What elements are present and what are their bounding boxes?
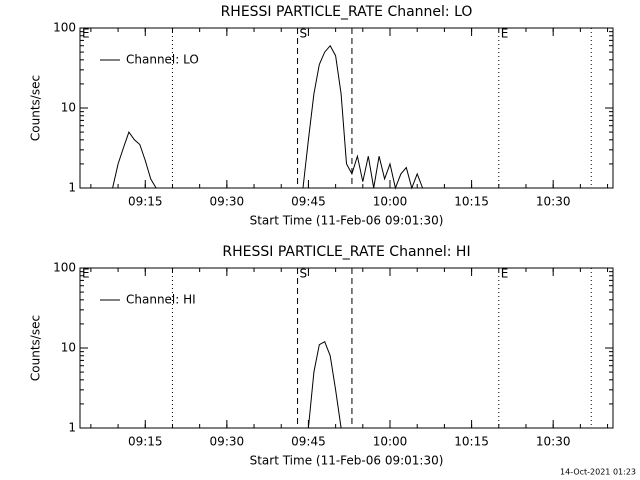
y-axis-label: Counts/sec: [29, 315, 43, 381]
marker-label: E: [501, 267, 509, 281]
y-tick-label: 1: [68, 181, 76, 195]
legend-label: Channel: HI: [126, 293, 196, 307]
x-tick-label: 09:15: [128, 195, 163, 209]
x-tick-label: 10:00: [373, 435, 408, 449]
data-line: [302, 44, 424, 190]
x-tick-label: 10:30: [536, 195, 571, 209]
legend-label: Channel: LO: [126, 53, 199, 67]
marker-label: E: [82, 267, 90, 281]
data-line: [307, 340, 342, 429]
x-tick-label: 09:45: [291, 435, 326, 449]
x-tick-label: 09:45: [291, 195, 326, 209]
data-line: [112, 131, 157, 189]
x-tick-label: 09:15: [128, 435, 163, 449]
marker-label: S: [300, 267, 308, 281]
x-tick-label: 10:30: [536, 435, 571, 449]
x-tick-label: 09:30: [210, 195, 245, 209]
x-tick-label: 10:15: [454, 195, 489, 209]
y-tick-label: 1: [68, 421, 76, 435]
x-tick-label: 10:00: [373, 195, 408, 209]
x-axis-label: Start Time (11-Feb-06 09:01:30): [250, 214, 444, 228]
marker-label: S: [300, 27, 308, 41]
y-tick-label: 10: [61, 341, 76, 355]
y-tick-label: 100: [53, 21, 76, 35]
chart-title: RHESSI PARTICLE_RATE Channel: LO: [221, 4, 473, 20]
marker-label: E: [82, 27, 90, 41]
x-axis-label: Start Time (11-Feb-06 09:01:30): [250, 454, 444, 468]
x-tick-label: 09:30: [210, 435, 245, 449]
marker-label: E: [501, 27, 509, 41]
chart-title: RHESSI PARTICLE_RATE Channel: HI: [222, 244, 470, 260]
footer-timestamp: 14-Oct-2021 01:23: [560, 468, 636, 477]
y-tick-label: 10: [61, 101, 76, 115]
y-tick-label: 100: [53, 261, 76, 275]
x-tick-label: 10:15: [454, 435, 489, 449]
y-axis-label: Counts/sec: [29, 75, 43, 141]
